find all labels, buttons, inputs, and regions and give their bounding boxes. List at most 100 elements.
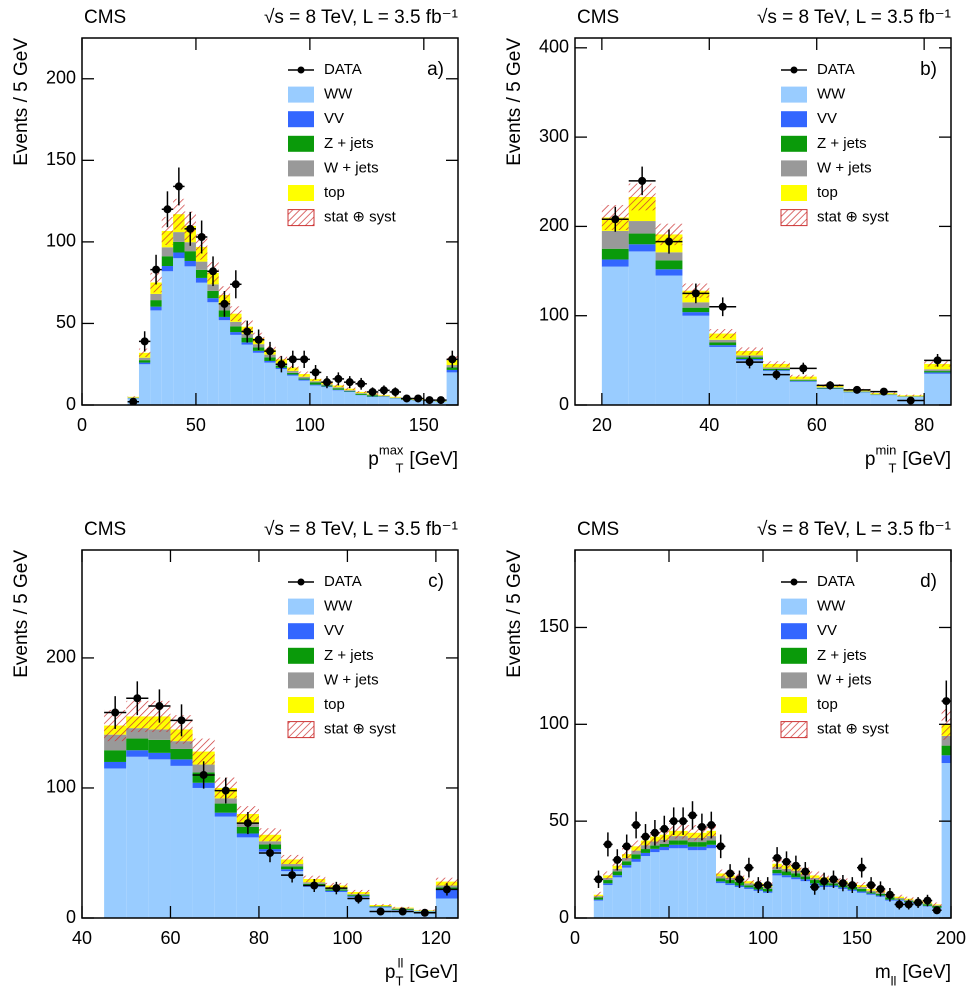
stack-segment <box>207 298 219 303</box>
x-axis-sup: max <box>379 442 404 457</box>
stack-segment <box>682 312 710 316</box>
legend: DATA WW VV Z + jets W + jets top stat ⊕ syst <box>287 61 397 227</box>
data-point <box>448 355 457 364</box>
stack-segment <box>622 861 632 866</box>
data-point <box>679 817 688 826</box>
x-axis-sub: T <box>888 460 896 475</box>
stack-segment <box>655 260 683 270</box>
uncertainty-band <box>435 877 458 886</box>
stack-segment <box>913 904 923 918</box>
legend-label: stat ⊕ syst <box>817 209 890 226</box>
data-point <box>895 900 904 909</box>
data-point <box>848 881 857 890</box>
stack-segment <box>669 844 679 849</box>
data-point <box>906 396 915 405</box>
legend-swatch <box>780 209 808 227</box>
data-point <box>801 867 810 876</box>
stack-segment <box>687 842 698 847</box>
data-point <box>744 863 753 872</box>
stack-segment <box>369 907 392 908</box>
stack-segment <box>601 230 629 249</box>
uncertainty-band <box>347 889 370 895</box>
data-point <box>174 182 183 191</box>
legend-label: Z + jets <box>324 135 374 152</box>
legend-label: Z + jets <box>324 647 374 664</box>
data-point <box>932 906 941 915</box>
stack-segment <box>941 735 951 746</box>
stack-segment <box>791 879 801 918</box>
stack-segment <box>678 840 688 845</box>
data-point <box>867 881 876 890</box>
stack-segment <box>678 848 688 918</box>
legend-swatch <box>780 721 808 739</box>
x-tick-label: 100 <box>295 415 325 435</box>
x-tick-label: 150 <box>409 415 439 435</box>
legend-swatch <box>288 160 314 177</box>
stack-segment <box>709 339 737 343</box>
data-point <box>641 832 650 841</box>
legend-label: stat ⊕ syst <box>324 721 397 738</box>
stack-segment <box>138 360 151 363</box>
stack-segment <box>593 900 604 918</box>
legend-swatch <box>781 111 807 128</box>
legend-label: top <box>817 184 838 201</box>
stack-segment <box>218 316 231 321</box>
stack-segment <box>941 745 951 756</box>
legend-label: stat ⊕ syst <box>817 721 890 738</box>
uncertainty-band <box>298 371 310 377</box>
stack-segment <box>706 844 716 849</box>
stack-segment <box>772 873 782 876</box>
x-tick-label: 200 <box>936 928 966 948</box>
legend-label: VV <box>817 622 837 639</box>
data-point <box>876 884 885 893</box>
stack-segment <box>287 370 299 373</box>
stack-segment <box>687 846 698 851</box>
y-tick-label: 100 <box>46 777 76 797</box>
data-point <box>660 824 669 833</box>
stack-segment <box>791 877 801 880</box>
data-point <box>691 289 700 298</box>
legend-swatch <box>781 598 807 615</box>
stack-segment <box>207 290 219 299</box>
stack-segment <box>789 379 817 381</box>
data-point <box>697 822 706 831</box>
stack-segment <box>412 400 424 405</box>
data-point <box>402 394 411 403</box>
x-axis-label: p <box>865 449 876 470</box>
stack-segment <box>924 373 951 405</box>
y-tick-label: 100 <box>539 713 569 733</box>
stack-segment <box>230 334 242 405</box>
data-point <box>310 881 319 890</box>
data-point <box>425 396 434 405</box>
stack-segment <box>716 881 726 884</box>
stack-segment <box>150 310 162 405</box>
legend-label: W + jets <box>324 159 379 176</box>
stack-segment <box>894 898 904 900</box>
data-point <box>357 379 366 388</box>
data-point <box>904 900 913 909</box>
stack-segment <box>924 372 951 374</box>
legend-swatch <box>781 672 807 689</box>
legend-label: VV <box>324 110 344 127</box>
stack-segment <box>781 877 792 918</box>
stack-segment <box>138 357 151 361</box>
data-point <box>398 907 407 916</box>
stack-segment <box>173 232 185 242</box>
stack-segment <box>753 890 763 918</box>
stack-segment <box>612 871 622 876</box>
legend-swatch <box>781 160 807 177</box>
legend-label: WW <box>324 598 353 615</box>
x-tick-label: 20 <box>592 415 612 435</box>
stack-segment <box>593 899 604 901</box>
data-point <box>111 708 120 717</box>
data-point <box>885 890 894 899</box>
stack-segment <box>150 306 162 311</box>
uncertainty-band <box>127 396 139 398</box>
data-point <box>745 358 754 367</box>
uncertainty-band <box>281 854 304 865</box>
stack-segment <box>401 400 413 405</box>
uncertainty-band <box>126 700 149 733</box>
stack-segment <box>716 883 726 918</box>
stack-segment <box>207 302 219 405</box>
stack-segment <box>612 875 622 878</box>
